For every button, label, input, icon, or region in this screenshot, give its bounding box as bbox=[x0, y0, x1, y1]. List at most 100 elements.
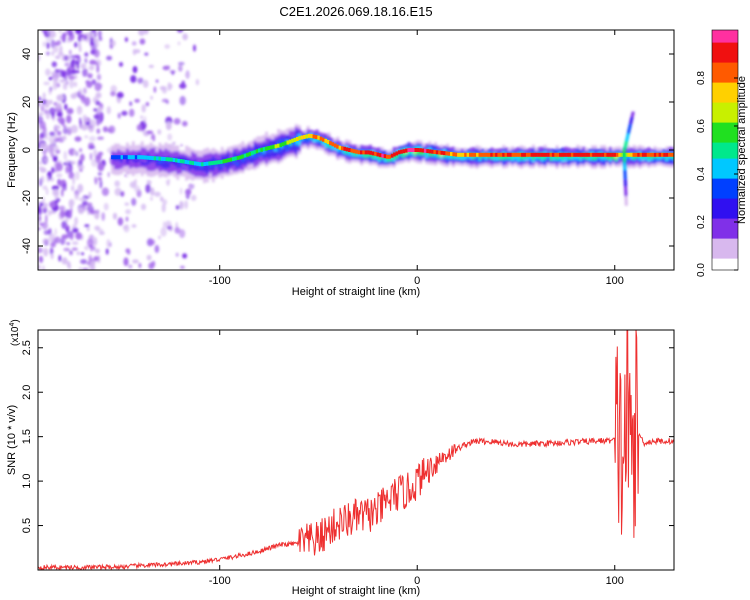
spectrogram-cell bbox=[111, 165, 115, 169]
spectrogram-core-cell bbox=[331, 142, 335, 147]
spectrogram-cell bbox=[653, 149, 657, 153]
spectrogram-cell bbox=[460, 160, 464, 164]
spectrogram-cell bbox=[582, 158, 586, 162]
snr-y-tick-label: 1.5 bbox=[21, 429, 33, 444]
spectrogram-core-cell bbox=[620, 152, 624, 157]
spectrogram-cell bbox=[122, 166, 127, 170]
spectrogram-cell bbox=[229, 149, 233, 153]
spectrogram-noise-speck bbox=[50, 253, 54, 260]
spectrogram-noise-speck bbox=[66, 107, 74, 115]
spectrogram-cell bbox=[140, 173, 144, 177]
spectrogram-cell bbox=[561, 164, 565, 168]
spectrogram-cell bbox=[614, 146, 618, 150]
spectrogram-noise-speck bbox=[45, 68, 51, 76]
spectrogram-core-cell bbox=[115, 155, 119, 160]
spectrogram-core-cell bbox=[426, 149, 429, 154]
spectrogram-cell bbox=[288, 133, 292, 137]
spectrogram-cell bbox=[250, 160, 254, 164]
spectrogram-cell bbox=[342, 156, 346, 160]
spectrogram-core-cell bbox=[179, 159, 183, 164]
spectrogram-cell bbox=[475, 162, 479, 166]
spectrogram-cell bbox=[484, 148, 488, 152]
spectrogram-cell bbox=[158, 168, 162, 172]
spectrogram-cell bbox=[561, 147, 565, 151]
spectrogram-cell bbox=[540, 161, 544, 165]
spectrogram-cell bbox=[152, 173, 156, 177]
spectrogram-cell bbox=[368, 153, 372, 157]
spectrogram-cell bbox=[448, 161, 452, 165]
spectrogram-cell bbox=[241, 141, 245, 145]
spectrogram-core-cell bbox=[454, 152, 458, 157]
spectrogram-cell bbox=[354, 159, 358, 163]
spectrogram-cell bbox=[235, 147, 239, 152]
spectrogram-cell bbox=[202, 180, 207, 184]
spectrogram-cell bbox=[164, 174, 168, 178]
spectrogram-cell bbox=[149, 171, 153, 175]
spectrogram-noise-speck bbox=[66, 114, 72, 124]
spectrogram-spike-cell bbox=[623, 145, 627, 149]
spectrogram-cell bbox=[466, 163, 470, 167]
spectrogram-noise-speck bbox=[55, 102, 63, 110]
spectrogram-core-cell bbox=[611, 152, 614, 157]
spectrogram-noise-speck bbox=[38, 112, 45, 116]
spectrogram-cell bbox=[617, 146, 621, 150]
spectrogram-cell bbox=[602, 148, 607, 152]
spectrogram-cell bbox=[285, 154, 290, 158]
spectrogram-cell bbox=[591, 159, 595, 163]
spectrogram-spike-cell bbox=[631, 111, 635, 115]
spectrogram-cell bbox=[431, 158, 435, 163]
spectrogram-cell bbox=[194, 173, 198, 177]
spectrogram-cell bbox=[140, 141, 144, 145]
spectrogram-cell bbox=[128, 171, 133, 175]
spectrogram-cell bbox=[131, 158, 135, 162]
spectrogram-noise-speck bbox=[140, 115, 144, 120]
spectrogram-cell bbox=[188, 176, 192, 180]
colorbar-tick-label: 0.4 bbox=[696, 167, 707, 181]
spectrogram-cell bbox=[457, 156, 461, 160]
colorbar-cell bbox=[712, 230, 738, 235]
spectrogram-cell bbox=[294, 158, 298, 162]
spectrogram-cell bbox=[291, 150, 295, 154]
spectrogram-cell bbox=[561, 156, 565, 160]
spectrogram-cell bbox=[407, 142, 411, 146]
spectrogram-cell bbox=[277, 163, 281, 167]
spectrogram-noise-speck bbox=[50, 39, 56, 49]
spectrogram-cell bbox=[143, 142, 147, 146]
spectrogram-noise-speck bbox=[52, 115, 55, 122]
spectrogram-noise-speck bbox=[44, 157, 48, 163]
spectrogram-noise-speck bbox=[43, 149, 47, 156]
spectrogram-cell bbox=[650, 148, 654, 153]
spectrogram-core-cell bbox=[336, 144, 339, 149]
spectrogram-cell bbox=[653, 146, 657, 150]
spectrogram-cell bbox=[268, 155, 272, 159]
spectrogram-cell bbox=[671, 150, 674, 154]
spectrogram-cell bbox=[253, 137, 257, 142]
colorbar-cell bbox=[712, 30, 738, 35]
spectrogram-core-cell bbox=[255, 149, 259, 154]
spectrogram-cell bbox=[185, 145, 189, 149]
spectrogram-cell bbox=[256, 136, 260, 140]
spectrogram-cell bbox=[262, 152, 266, 156]
spectrogram-cell bbox=[202, 157, 207, 161]
spectrogram-cell bbox=[362, 154, 367, 158]
colorbar-cell bbox=[712, 150, 738, 155]
spectrogram-cell bbox=[179, 170, 183, 174]
spectrogram-core-cell bbox=[644, 152, 647, 157]
spectrogram-cell bbox=[653, 160, 657, 164]
spectrogram-noise-speck bbox=[76, 70, 80, 74]
spectrogram-cell bbox=[543, 159, 547, 163]
spectrogram-cell bbox=[567, 164, 571, 168]
spectrogram-cell bbox=[641, 157, 645, 161]
spectrogram-cell bbox=[211, 150, 215, 154]
spectrogram-cell bbox=[158, 151, 162, 155]
spectrogram-cell bbox=[297, 142, 301, 146]
spectrogram-cell bbox=[259, 162, 263, 166]
spectrogram-core-cell bbox=[480, 152, 484, 157]
colorbar-tick-label: 0.0 bbox=[696, 263, 707, 277]
spectrogram-cell bbox=[511, 157, 515, 161]
spectrogram-cell bbox=[277, 152, 281, 156]
spectrogram-cell bbox=[217, 176, 221, 180]
colorbar-cell bbox=[712, 106, 738, 111]
spectrogram-cell bbox=[188, 173, 192, 177]
spectrogram-cell bbox=[478, 160, 482, 164]
